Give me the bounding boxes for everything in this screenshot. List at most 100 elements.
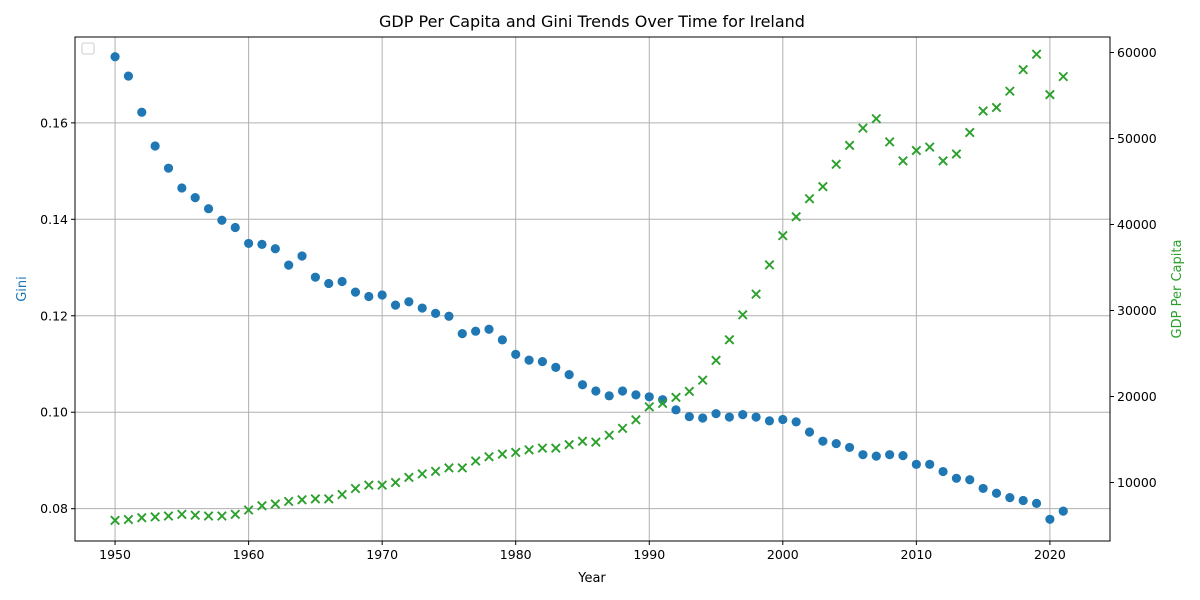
x-tick-label: 2010 xyxy=(900,547,932,562)
gdp-point xyxy=(777,230,788,241)
gini-point xyxy=(831,438,841,449)
gini-point xyxy=(203,204,214,214)
gini-point xyxy=(631,390,641,400)
gini-point xyxy=(177,183,187,193)
gini-point xyxy=(230,222,240,233)
gdp-point xyxy=(751,289,761,300)
gdp-point xyxy=(951,149,962,159)
gini-point xyxy=(791,417,801,427)
left-tick-label: 0.08 xyxy=(40,501,68,516)
gdp-point xyxy=(417,469,428,479)
gdp-point xyxy=(510,447,521,458)
gdp-point xyxy=(858,123,868,134)
gdp-point xyxy=(964,127,975,138)
gdp-point xyxy=(1058,71,1069,82)
gini-point xyxy=(925,459,935,469)
gini-point xyxy=(337,276,347,287)
gini-point xyxy=(417,303,427,313)
gini-point xyxy=(978,483,988,494)
gini-point xyxy=(511,349,521,359)
chart-title: GDP Per Capita and Gini Trends Over Time… xyxy=(379,12,805,31)
gdp-point xyxy=(871,113,882,124)
left-tick-label: 0.12 xyxy=(40,308,68,323)
gdp-point xyxy=(484,451,494,462)
gini-point xyxy=(551,362,561,372)
x-tick-label: 1990 xyxy=(633,547,665,562)
x-axis-title: Year xyxy=(577,571,606,586)
gdp-point xyxy=(724,334,735,345)
gdp-point xyxy=(577,436,588,447)
gini-point xyxy=(1005,492,1015,503)
gini-point xyxy=(671,405,681,415)
gdp-point xyxy=(684,386,695,397)
gdp-point xyxy=(671,392,681,403)
gini-point xyxy=(844,442,855,453)
gini-point xyxy=(364,291,374,302)
gini-point xyxy=(724,412,734,422)
x-axis: 1950 1960 1970 1980 1990 2000 2010 2020 xyxy=(99,541,1066,562)
gini-point xyxy=(738,410,748,420)
gdp-point xyxy=(390,477,401,488)
legend-box xyxy=(81,42,95,55)
gini-series xyxy=(110,52,1068,524)
gdp-point xyxy=(1004,86,1015,97)
gini-point xyxy=(497,335,507,345)
gdp-point xyxy=(350,483,361,494)
gdp-point xyxy=(150,512,161,522)
gini-point xyxy=(818,436,828,446)
gini-point xyxy=(711,409,721,419)
gini-point xyxy=(297,251,307,261)
gdp-point xyxy=(1018,64,1029,75)
gini-point xyxy=(751,412,761,422)
gdp-point xyxy=(497,449,508,460)
gini-point xyxy=(257,239,267,249)
gini-point xyxy=(244,238,254,249)
gini-point xyxy=(684,411,694,422)
gdp-point xyxy=(203,511,214,521)
gini-point xyxy=(898,451,908,461)
gdp-point xyxy=(257,500,267,511)
gini-point xyxy=(430,308,441,318)
gini-point xyxy=(110,52,120,62)
gdp-point xyxy=(1045,89,1055,100)
gini-point xyxy=(190,193,200,203)
gdp-point xyxy=(564,439,575,450)
gini-point xyxy=(885,450,895,460)
gdp-point xyxy=(817,181,828,192)
gini-point xyxy=(217,215,227,225)
gini-point xyxy=(1031,498,1042,508)
gdp-point xyxy=(978,106,989,116)
gini-point xyxy=(484,324,494,334)
gini-point xyxy=(444,311,454,321)
gdp-point xyxy=(550,443,561,453)
x-tick-label: 1970 xyxy=(366,547,398,562)
gini-point xyxy=(764,416,775,426)
gdp-point xyxy=(270,499,281,509)
gdp-point xyxy=(283,496,294,507)
gdp-point xyxy=(136,512,147,523)
gdp-point xyxy=(617,423,628,434)
gini-point xyxy=(150,141,160,151)
gdp-point xyxy=(163,511,174,521)
gdp-point xyxy=(604,430,615,441)
gdp-series xyxy=(110,49,1069,526)
gridlines xyxy=(75,37,1110,541)
gdp-point xyxy=(804,193,815,204)
gdp-point xyxy=(711,355,721,366)
right-axis-title: GDP Per Capita xyxy=(1170,240,1185,339)
plot-frame xyxy=(74,36,1111,542)
gini-point xyxy=(537,356,548,367)
right-tick-label: 60000 xyxy=(1117,45,1157,60)
gini-point xyxy=(604,391,614,401)
gdp-point xyxy=(911,145,922,156)
gini-point xyxy=(938,466,948,477)
right-y-axis: 10000 20000 30000 40000 50000 60000 xyxy=(1110,45,1157,490)
gini-point xyxy=(1018,495,1028,506)
left-y-axis: 0.08 0.10 0.12 0.14 0.16 xyxy=(40,115,75,516)
gini-point xyxy=(310,272,320,282)
gdp-point xyxy=(831,159,842,170)
gini-point xyxy=(471,326,481,336)
gdp-point xyxy=(403,472,414,483)
left-axis-title: Gini xyxy=(15,276,30,302)
